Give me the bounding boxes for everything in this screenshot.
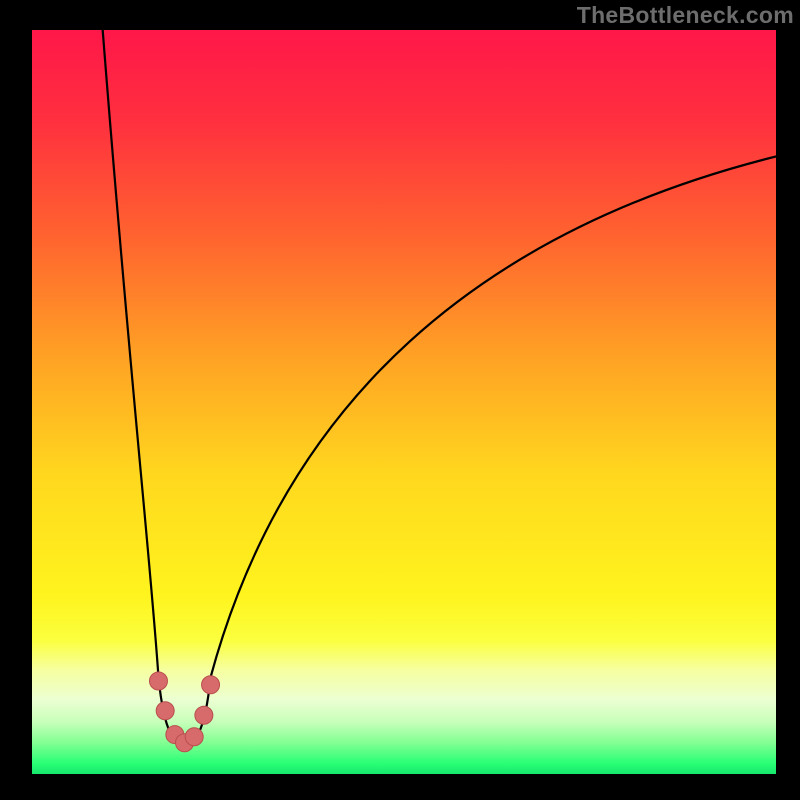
curve-marker (149, 672, 167, 690)
plot-area (32, 30, 776, 774)
image-root: TheBottleneck.com (0, 0, 800, 800)
curve-marker (156, 702, 174, 720)
curve-marker (185, 728, 203, 746)
plot-background (32, 30, 776, 774)
plot-svg (32, 30, 776, 774)
curve-marker (195, 706, 213, 724)
curve-marker (202, 676, 220, 694)
watermark-text: TheBottleneck.com (577, 2, 794, 29)
